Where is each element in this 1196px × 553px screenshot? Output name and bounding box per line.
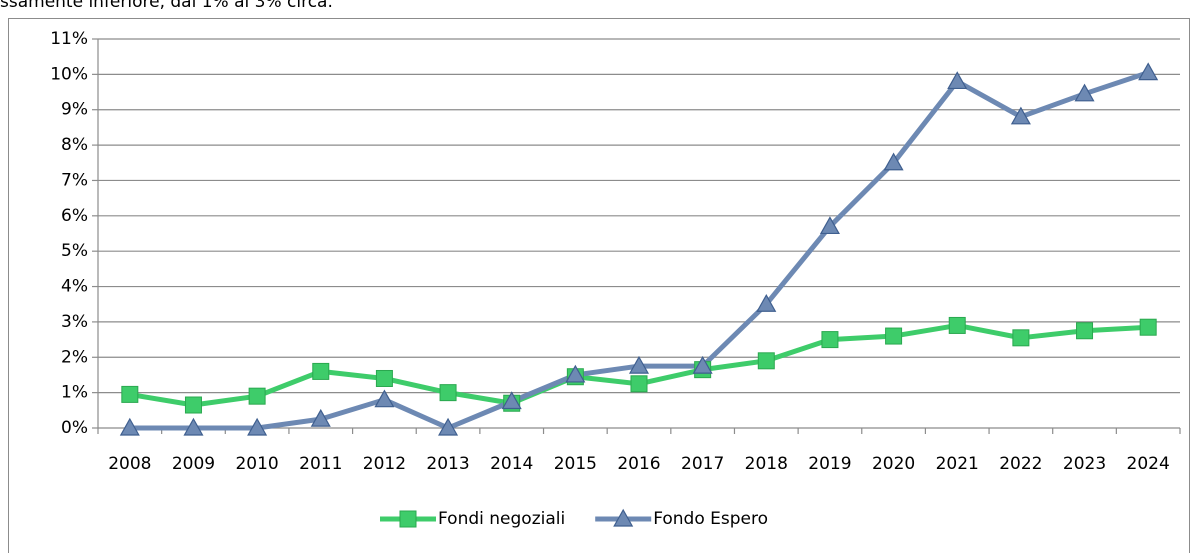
data-point — [1074, 83, 1095, 102]
series-line — [129, 70, 1149, 431]
data-point — [628, 355, 650, 374]
data-point — [947, 71, 968, 90]
x-tick-label: 2011 — [299, 454, 342, 474]
data-point — [948, 316, 966, 334]
y-tick-label: 3% — [61, 312, 88, 332]
data-point — [312, 362, 330, 380]
data-point — [248, 387, 266, 405]
y-tick-label: 11% — [50, 29, 88, 49]
y-tick-label: 8% — [61, 135, 88, 155]
data-point — [501, 391, 522, 410]
data-point — [183, 417, 204, 436]
y-tick-label: 4% — [61, 277, 88, 297]
x-tick-label: 2016 — [617, 454, 660, 474]
data-point — [439, 384, 457, 402]
x-tick-label: 2012 — [363, 454, 406, 474]
data-point — [184, 396, 202, 414]
x-tick-label: 2017 — [681, 454, 724, 474]
data-point — [885, 327, 903, 345]
data-point — [247, 417, 268, 436]
data-point — [119, 417, 140, 436]
data-point — [310, 408, 331, 427]
data-point — [630, 375, 648, 393]
chart-frame — [8, 18, 1190, 553]
data-point — [819, 216, 840, 235]
data-point — [375, 369, 393, 387]
x-tick-label: 2008 — [108, 454, 151, 474]
y-tick-label: 0% — [61, 418, 88, 438]
legend-label: Fondo Espero — [653, 509, 768, 529]
y-tick-label: 5% — [61, 241, 88, 261]
legend-label: Fondi negoziali — [438, 509, 565, 529]
data-point — [1138, 62, 1159, 81]
data-point — [757, 352, 775, 370]
y-tick-label: 6% — [61, 206, 88, 226]
x-tick-label: 2009 — [172, 454, 215, 474]
annotation: ssamente inferiore, dal 1% al 3% circa. — [0, 0, 333, 12]
y-tick-label: 2% — [61, 347, 88, 367]
y-tick-label: 9% — [61, 100, 88, 120]
x-tick-label: 2022 — [999, 454, 1042, 474]
x-tick-label: 2020 — [872, 454, 915, 474]
x-tick-label: 2014 — [490, 454, 533, 474]
legend-marker — [613, 508, 634, 527]
data-point — [883, 152, 904, 171]
x-tick-label: 2010 — [235, 454, 278, 474]
data-point — [756, 294, 777, 312]
y-tick-label: 10% — [50, 64, 88, 84]
x-tick-label: 2024 — [1127, 454, 1170, 474]
y-tick-label: 7% — [61, 170, 88, 190]
data-point — [692, 355, 713, 374]
x-tick-label: 2021 — [936, 454, 979, 474]
data-point — [1012, 329, 1030, 347]
x-tick-label: 2023 — [1063, 454, 1106, 474]
x-tick-label: 2018 — [745, 454, 788, 474]
data-point — [1076, 322, 1094, 340]
y-tick-label: 1% — [61, 383, 88, 403]
data-point — [374, 389, 395, 408]
x-tick-label: 2015 — [554, 454, 597, 474]
x-tick-label: 2013 — [426, 454, 469, 474]
data-point — [821, 331, 839, 349]
data-point — [121, 385, 139, 403]
data-point — [1010, 106, 1031, 125]
data-point — [565, 364, 586, 383]
x-tick-label: 2019 — [808, 454, 851, 474]
data-point — [438, 417, 459, 436]
legend-marker — [399, 510, 417, 528]
data-point — [1139, 318, 1157, 336]
